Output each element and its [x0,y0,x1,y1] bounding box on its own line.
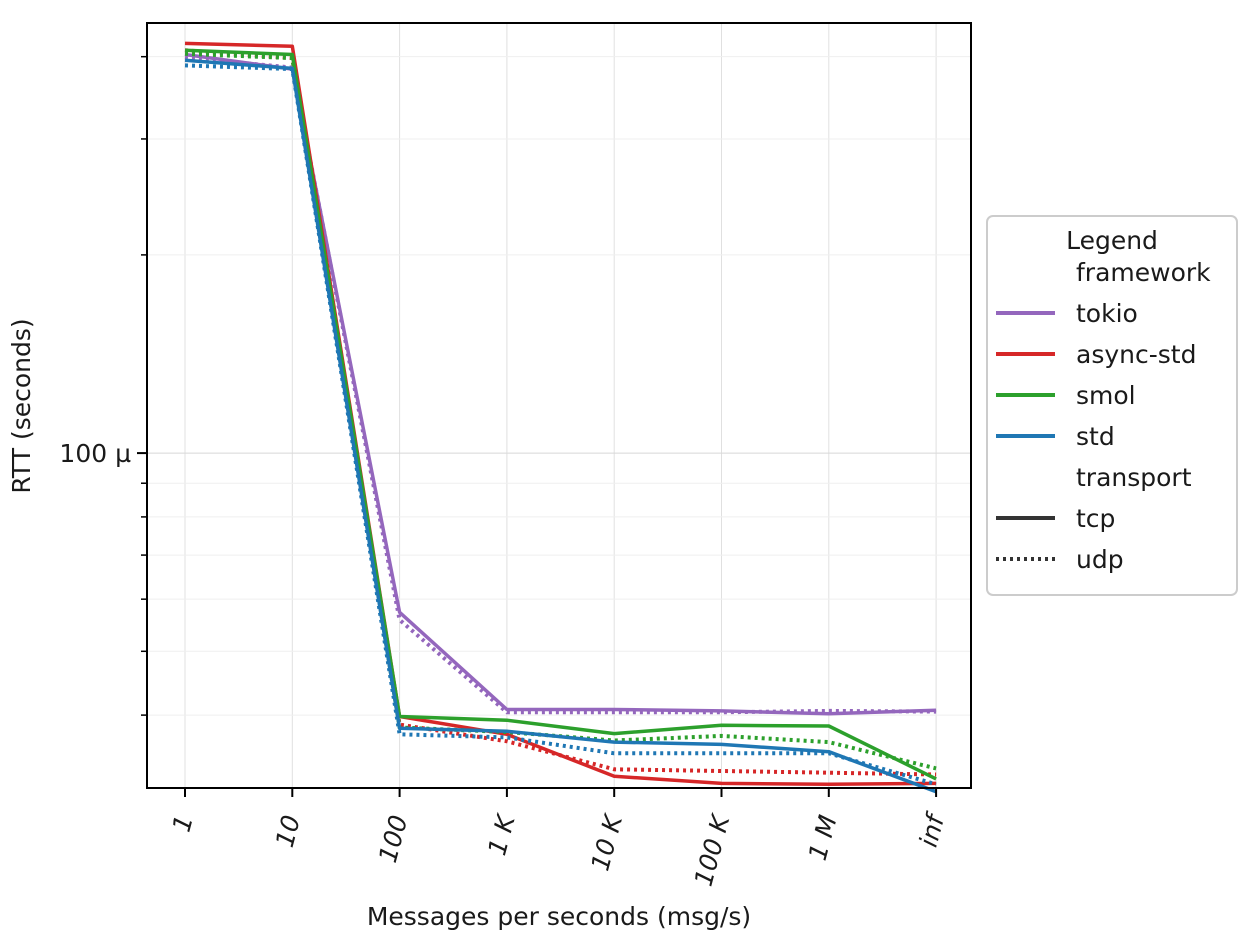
x-axis-label: Messages per seconds (msg/s) [367,902,751,931]
x-tick-label: 10 K [585,810,628,874]
grid-lines [147,23,971,788]
legend-box [986,215,1238,596]
y-axis-label: RTT (seconds) [7,318,36,493]
x-tick-label: 1 M [803,812,843,863]
series-line-async-std-tcp [184,41,937,787]
x-tick-label: 1 [167,812,199,835]
x-tick-label: 100 [373,812,413,866]
series-line-smol-tcp [184,48,937,781]
x-tick-label: 10 [270,812,306,850]
series-lines [184,41,937,794]
x-tick-label: 100 K [689,810,736,890]
legend: Legend framework tokio async-std smol std tran… [986,215,1238,596]
plot-frame [146,22,972,789]
series-line-async-std-udp [184,48,937,777]
series-line-std-udp [184,63,937,787]
legend-entry-label: tokio [1076,299,1138,328]
legend-entry-label: tcp [1076,504,1115,533]
series-line-tokio-tcp [184,52,937,716]
legend-title: Legend [1066,226,1158,255]
x-tick-label: 1 K [482,810,521,859]
legend-group-header: transport [1076,463,1192,492]
legend-entry-label: async-std [1076,340,1196,369]
legend-entry-label: udp [1076,545,1124,574]
x-tick-label: inf [914,809,951,850]
legend-entry-label: smol [1076,381,1136,410]
series-line-tokio-udp [184,55,937,715]
y-axis-ticks: 100 µ [59,55,147,716]
y-tick-label: 100 µ [59,439,131,468]
x-axis-ticks: 1 10 100 1 K 10 K 100 K 1 M inf [167,788,951,889]
legend-group-header: framework [1076,258,1211,287]
series-line-smol-udp [184,51,937,771]
series-line-std-tcp [184,58,937,794]
legend-entry-label: std [1076,422,1115,451]
